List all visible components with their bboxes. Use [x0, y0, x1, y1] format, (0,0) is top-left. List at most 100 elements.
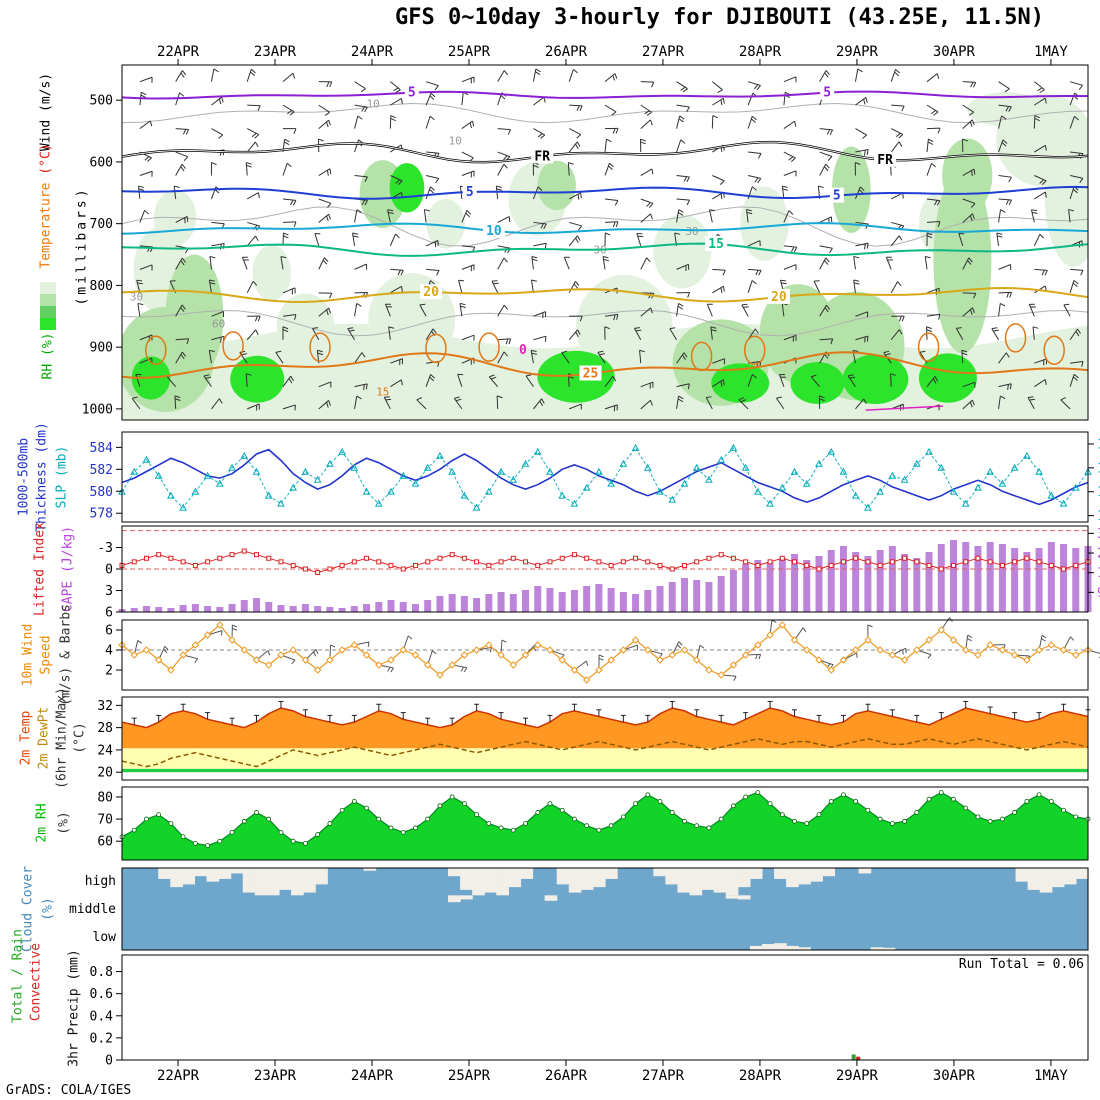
svg-text:27APR: 27APR — [642, 1068, 685, 1084]
svg-text:10: 10 — [367, 97, 380, 110]
panel-wind10m: 6 4 2 — [105, 617, 1100, 691]
svg-text:0: 0 — [519, 343, 527, 358]
cloud-row-middle-label: middle — [69, 902, 116, 917]
rh-shading-blob — [537, 160, 577, 211]
svg-text:10: 10 — [486, 224, 502, 239]
cloud-low-patches — [749, 943, 896, 950]
date-axis: 22APR 22APR 23APR 23APR 24APR 24APR 25APR 25APR… — [157, 44, 1068, 1084]
orange-contour-loop — [478, 332, 500, 362]
svg-text:580: 580 — [90, 485, 113, 500]
svg-text:1000: 1000 — [82, 402, 113, 417]
contour-20: 20 20 — [122, 284, 1088, 305]
rh-shading-blob — [230, 355, 285, 403]
svg-text:28APR: 28APR — [739, 44, 782, 60]
svg-text:6: 6 — [105, 606, 113, 621]
wind10m-axis-label-1: 10m Wind — [20, 623, 36, 687]
rh-colorbar — [40, 282, 56, 330]
svg-text:25APR: 25APR — [448, 1068, 491, 1084]
wind10m-barbs — [133, 617, 1100, 681]
svg-text:30: 30 — [685, 225, 698, 238]
svg-text:5: 5 — [408, 86, 416, 101]
rh-shading-blob — [368, 273, 456, 366]
precip-axis-label: 3hr Precip (mm) — [66, 949, 82, 1067]
svg-text:32: 32 — [97, 699, 113, 714]
svg-text:24APR: 24APR — [351, 44, 394, 60]
svg-text:20: 20 — [423, 285, 439, 300]
rh-colorbar-cell — [40, 282, 56, 294]
panel-cloud-cover — [121, 867, 1089, 951]
cloud-row-high-label: high — [84, 874, 116, 889]
temperature-axis-unit: (°C) — [38, 143, 54, 175]
svg-text:22APR: 22APR — [157, 1068, 200, 1084]
svg-text:15: 15 — [376, 386, 389, 399]
svg-text:700: 700 — [90, 217, 113, 232]
svg-text:1011: 1011 — [1097, 461, 1100, 476]
temperature-axis-label-text: Temperature — [38, 174, 54, 269]
rh-shading-blob — [576, 274, 673, 380]
svg-text:2: 2 — [105, 664, 113, 679]
svg-text:20: 20 — [771, 290, 787, 305]
rh-shading-blob — [832, 146, 871, 233]
svg-text:1966: 1966 — [1097, 566, 1100, 581]
rh-shading-blob — [389, 163, 425, 213]
svg-text:24APR: 24APR — [351, 1068, 394, 1084]
temperature-axis-label: Temperature (°C) — [39, 143, 54, 268]
rh2m-axis-label-1: 2m RH — [34, 803, 50, 843]
svg-text:0.6: 0.6 — [90, 987, 113, 1002]
svg-text:24: 24 — [97, 743, 113, 758]
svg-text:70: 70 — [97, 813, 113, 828]
rh-colorbar-cell — [40, 306, 56, 318]
svg-text:4: 4 — [105, 644, 113, 659]
wind-axis-label: Wind (m/s) — [38, 72, 54, 152]
rh-shading-blob — [790, 361, 845, 404]
svg-text:1005: 1005 — [1097, 509, 1100, 524]
orange-contour-loop — [222, 331, 244, 361]
svg-text:0: 0 — [105, 563, 113, 578]
panel-t2m: 32 28 24 20 — [97, 696, 1091, 781]
orange-contour-loop — [917, 332, 940, 362]
svg-text:500: 500 — [90, 94, 113, 109]
svg-text:3: 3 — [105, 584, 113, 599]
rh-shading-blob — [918, 353, 977, 403]
svg-text:15: 15 — [708, 237, 724, 252]
rh-shading-blob — [711, 363, 770, 403]
orange-contour-loop — [1004, 323, 1027, 353]
rh-shading-blob — [740, 186, 789, 261]
wind-speed-markers — [118, 621, 1092, 684]
rh-colorbar-cell — [40, 294, 56, 306]
svg-text:3932: 3932 — [1097, 527, 1100, 542]
contour-FR: FR FR — [122, 140, 1088, 168]
svg-text:28: 28 — [97, 721, 113, 736]
slp-line — [118, 443, 1092, 511]
panel-rh2m: 80 70 60 — [97, 786, 1091, 861]
svg-text:5: 5 — [466, 185, 474, 200]
rh-area — [122, 792, 1088, 860]
grads-credit: GrADS: COLA/IGES — [6, 1083, 132, 1098]
rh-shading-blob — [842, 354, 909, 404]
orange-contour-loop — [309, 332, 331, 362]
svg-text:5: 5 — [823, 86, 831, 101]
svg-text:584: 584 — [90, 441, 114, 456]
slp-axis-label: SLP (mb) — [54, 445, 70, 509]
precip-bar-convective — [856, 1056, 861, 1060]
svg-text:25APR: 25APR — [448, 44, 491, 60]
svg-text:30APR: 30APR — [933, 1068, 976, 1084]
svg-text:5: 5 — [833, 189, 841, 204]
svg-text:60: 60 — [97, 835, 113, 850]
rh-shading-blob — [426, 198, 465, 249]
temp-line — [121, 707, 1089, 729]
svg-text:983: 983 — [1097, 586, 1100, 601]
wind10m-axis-label-2: Speed — [38, 635, 54, 675]
svg-text:30: 30 — [130, 291, 143, 304]
cloud-row-low-label: low — [92, 930, 116, 945]
svg-text:25: 25 — [583, 367, 599, 382]
svg-text:0.2: 0.2 — [90, 1031, 113, 1046]
svg-text:10: 10 — [449, 134, 462, 147]
svg-text:0.4: 0.4 — [90, 1009, 114, 1024]
panel-li-cape: -3 0 3 6 3932 2949 1966 983 — [97, 525, 1100, 621]
contour-15: 15 — [122, 236, 1088, 257]
svg-text:29APR: 29APR — [836, 1068, 879, 1084]
